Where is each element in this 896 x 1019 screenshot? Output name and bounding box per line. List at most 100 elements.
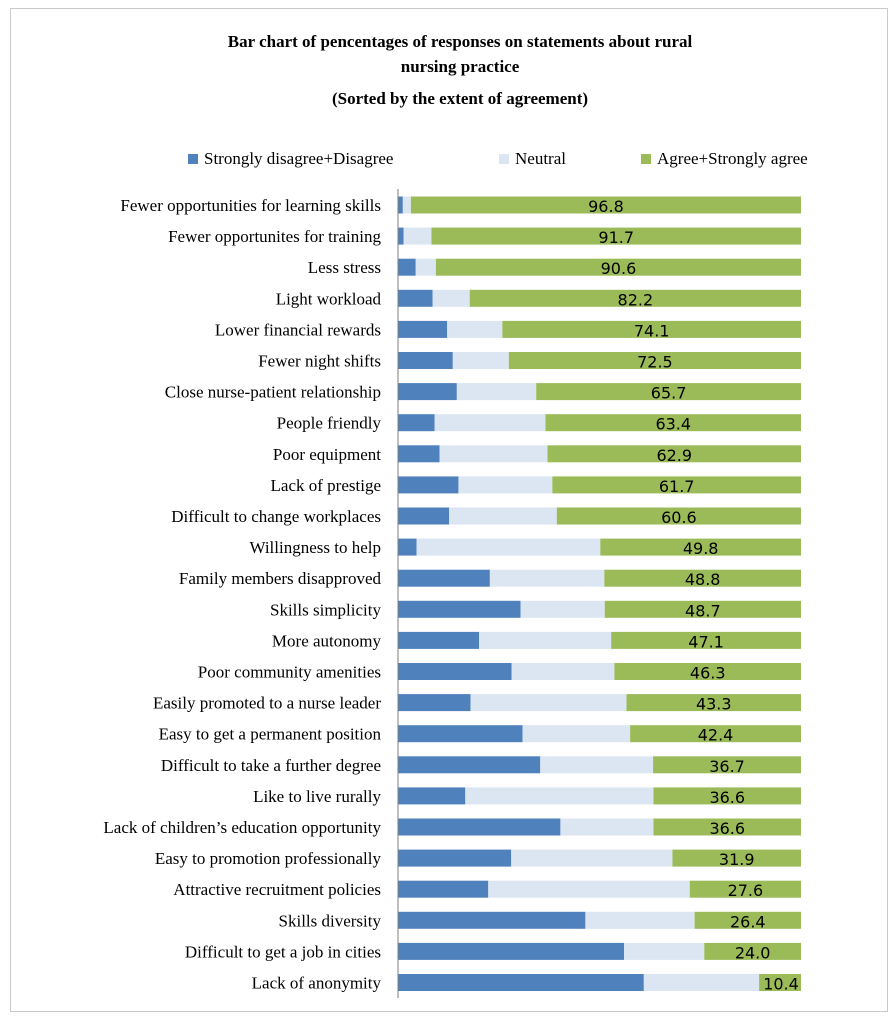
- category-label: Close nurse-patient relationship: [165, 383, 381, 402]
- bar-segment: [626, 694, 801, 712]
- bar-segment: [653, 756, 801, 774]
- bar-segment: [398, 320, 448, 338]
- category-label: Skills simplicity: [270, 600, 381, 619]
- category-label: Family members disapproved: [179, 569, 382, 588]
- bar-segment: [398, 787, 466, 805]
- bar-segment: [434, 414, 546, 432]
- bar-segment: [447, 320, 503, 338]
- bar-segment: [398, 849, 512, 867]
- value-label: 24.0: [735, 943, 771, 962]
- bar-segment: [545, 414, 801, 432]
- bar-segment: [585, 911, 695, 929]
- category-label: Difficult to get a job in cities: [185, 942, 381, 961]
- category-label: Easily promoted to a nurse leader: [153, 694, 381, 713]
- bar-segment: [439, 445, 548, 463]
- category-label: Difficult to take a further degree: [161, 756, 381, 775]
- bar-segment: [600, 538, 801, 556]
- value-label: 10.4: [763, 975, 799, 994]
- value-label: 72.5: [637, 353, 673, 372]
- category-label: Attractive recruitment policies: [173, 880, 381, 899]
- value-label: 46.3: [690, 664, 726, 683]
- category-label: Difficult to change workplaces: [171, 507, 381, 526]
- bar-segment: [624, 942, 705, 960]
- category-labels: Fewer opportunities for learning skills F…: [103, 196, 381, 993]
- bar-segment: [398, 383, 457, 401]
- bar-segment: [410, 196, 801, 214]
- bar-segment: [672, 849, 801, 867]
- bar-segment: [653, 818, 801, 836]
- bar-segment: [694, 911, 801, 929]
- bar-segment: [611, 631, 801, 649]
- value-label: 36.6: [709, 819, 745, 838]
- category-label: More autonomy: [272, 631, 382, 650]
- bar-segment: [398, 756, 541, 774]
- category-label: Lack of children’s education opportunity: [103, 818, 381, 837]
- bar-segment: [398, 725, 523, 743]
- bar-segment: [456, 383, 537, 401]
- bar-segment: [759, 974, 801, 991]
- bar-segment: [398, 476, 459, 494]
- category-label: Lack of prestige: [271, 476, 381, 495]
- value-label: 49.8: [683, 539, 719, 558]
- value-label: 48.8: [685, 570, 721, 589]
- bar-segment: [508, 352, 801, 369]
- bar-segment: [398, 880, 489, 898]
- category-label: Willingness to help: [249, 538, 381, 557]
- bar-segment: [522, 725, 631, 743]
- bar-segment: [552, 476, 801, 494]
- bar-segment: [398, 445, 440, 463]
- category-label: Easy to promotion professionally: [155, 849, 382, 868]
- category-label: Light workload: [276, 289, 382, 308]
- bar-segment: [469, 289, 801, 307]
- bar-segment: [398, 663, 512, 680]
- bar-segment: [488, 880, 690, 898]
- bar-segment: [511, 849, 673, 867]
- bar-segment: [416, 538, 601, 556]
- bar-segment: [398, 227, 404, 245]
- legend-label: Strongly disagree+Disagree: [204, 149, 393, 168]
- bar-segment: [458, 476, 553, 494]
- category-label: Fewer opportunities for learning skills: [120, 196, 381, 215]
- bar-segment: [398, 196, 403, 214]
- bar-segment: [415, 258, 436, 276]
- bar-segment: [449, 507, 557, 525]
- bar-segment: [465, 787, 654, 805]
- value-label: 82.2: [618, 290, 654, 309]
- category-label: Less stress: [308, 258, 381, 277]
- category-label: Skills diversity: [279, 911, 382, 930]
- value-label: 47.1: [688, 632, 724, 651]
- value-label: 27.6: [728, 881, 764, 900]
- bar-segment: [398, 289, 433, 307]
- legend-label: Neutral: [515, 149, 566, 168]
- bar-segment: [556, 507, 801, 525]
- value-label: 48.7: [685, 601, 721, 620]
- category-label: People friendly: [277, 414, 382, 433]
- category-label: Easy to get a permanent position: [159, 725, 382, 744]
- chart-title: Bar chart of pencentages of responses on…: [228, 32, 693, 108]
- bar-segment: [398, 818, 561, 836]
- bar-segment: [614, 663, 801, 680]
- value-label: 31.9: [719, 850, 755, 869]
- bar-segment: [398, 414, 435, 432]
- category-label: Like to live rurally: [253, 787, 381, 806]
- category-label: Lower financial rewards: [215, 320, 381, 339]
- bar-segment: [398, 258, 416, 276]
- value-label: 91.7: [598, 228, 634, 247]
- bar-segment: [398, 569, 490, 587]
- bar-segment: [489, 569, 605, 587]
- bar-segment: [536, 383, 801, 401]
- value-label: 61.7: [659, 477, 695, 496]
- value-label: 74.1: [634, 321, 670, 340]
- bar-segment: [398, 631, 479, 649]
- bar-segment: [502, 320, 801, 338]
- chart-title-line: nursing practice: [401, 57, 520, 76]
- bar-segment: [643, 974, 760, 991]
- category-label: Lack of anonymity: [252, 974, 382, 993]
- bar-segment: [511, 663, 615, 680]
- category-label: Fewer night shifts: [258, 352, 381, 371]
- bar-segment: [402, 196, 411, 214]
- bar-segment: [470, 694, 627, 712]
- bar-segment: [431, 227, 801, 245]
- value-label: 62.9: [656, 446, 692, 465]
